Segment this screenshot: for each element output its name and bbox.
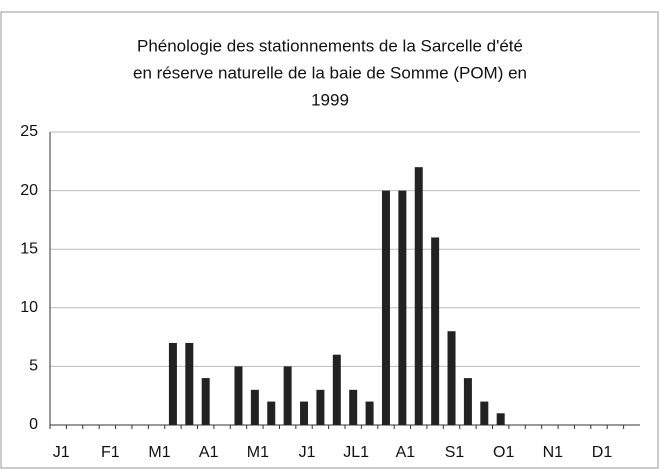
bar bbox=[185, 342, 194, 425]
bar bbox=[480, 401, 489, 425]
bar bbox=[365, 401, 374, 425]
x-tick-label: S1 bbox=[445, 444, 465, 461]
y-tick-label: 15 bbox=[20, 240, 38, 257]
x-tick-label: F1 bbox=[101, 444, 120, 461]
x-tick-label: N1 bbox=[543, 444, 564, 461]
bar bbox=[234, 366, 243, 425]
x-tick-label: JL1 bbox=[343, 444, 369, 461]
x-tick-label: A1 bbox=[396, 444, 416, 461]
bar bbox=[283, 366, 292, 425]
x-tick-label: M1 bbox=[148, 444, 170, 461]
bar bbox=[316, 389, 325, 425]
x-tick-label: A1 bbox=[199, 444, 219, 461]
bar bbox=[447, 331, 456, 425]
x-tick-label: J1 bbox=[53, 444, 70, 461]
chart-frame bbox=[0, 11, 659, 469]
bar bbox=[398, 190, 407, 425]
bar bbox=[168, 342, 177, 425]
x-tick-label: M1 bbox=[247, 444, 269, 461]
chart-title: 1999 bbox=[311, 90, 349, 109]
y-tick-label: 25 bbox=[20, 123, 38, 140]
chart-title: Phénologie des stationnements de la Sarc… bbox=[137, 36, 523, 55]
bar bbox=[300, 401, 309, 425]
chart-title: en réserve naturelle de la baie de Somme… bbox=[133, 63, 527, 82]
bar bbox=[201, 378, 210, 425]
bar bbox=[496, 413, 505, 425]
x-tick-label: D1 bbox=[592, 444, 613, 461]
y-tick-label: 0 bbox=[29, 416, 38, 433]
y-tick-label: 5 bbox=[29, 358, 38, 375]
x-tick-label: J1 bbox=[299, 444, 316, 461]
bar bbox=[381, 190, 390, 425]
bar bbox=[414, 167, 423, 425]
bar bbox=[267, 401, 276, 425]
bar bbox=[332, 354, 341, 425]
x-tick-label: O1 bbox=[493, 444, 514, 461]
bar bbox=[463, 378, 472, 425]
bar bbox=[349, 389, 358, 425]
y-tick-label: 10 bbox=[20, 299, 38, 316]
bar bbox=[250, 389, 259, 425]
bar bbox=[431, 237, 440, 425]
y-tick-label: 20 bbox=[20, 182, 38, 199]
